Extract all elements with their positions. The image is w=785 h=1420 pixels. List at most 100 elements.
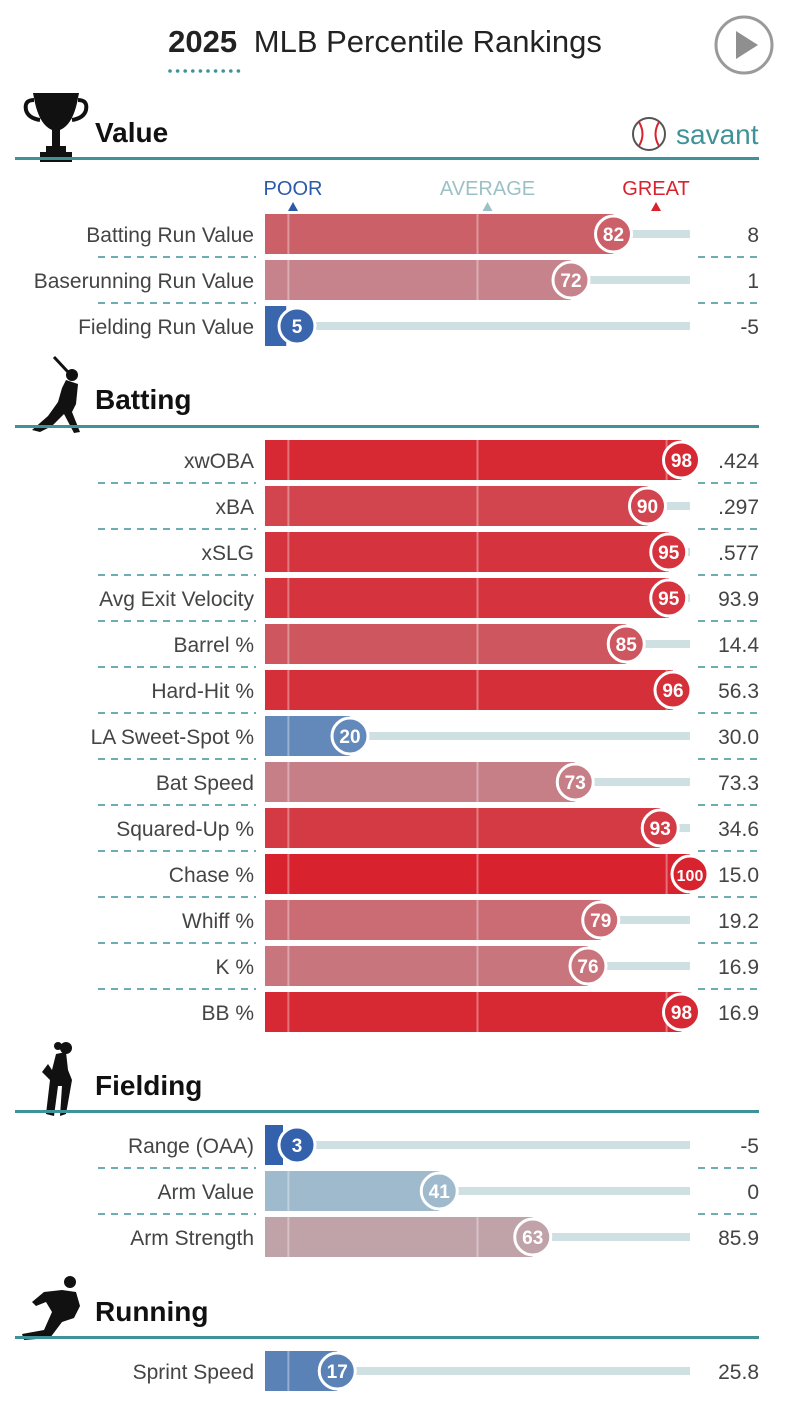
- percentile-badge: [568, 946, 608, 986]
- runner-icon: [22, 1276, 80, 1340]
- savant-label: savant: [676, 119, 759, 150]
- stat-value: .577: [718, 542, 759, 565]
- percentile-badge: [653, 670, 693, 710]
- percentile-badge: [628, 486, 667, 526]
- metric-row: Whiff % 79 19.2: [98, 896, 759, 940]
- stat-value: 19.2: [718, 910, 759, 933]
- metric-row: Squared-Up % 93 34.6: [98, 804, 759, 848]
- play-button[interactable]: [714, 15, 774, 75]
- stat-value: 0: [747, 1181, 759, 1204]
- percentile-badge: [662, 992, 701, 1032]
- percentile-value: 98: [671, 451, 692, 472]
- stat-value: 8: [747, 224, 759, 247]
- metric-label: Range (OAA): [128, 1135, 254, 1158]
- title-dot: [191, 69, 195, 73]
- percentile-value: 41: [429, 1182, 451, 1203]
- play-icon: [736, 31, 758, 59]
- metric-label: Hard-Hit %: [151, 680, 254, 703]
- metric-label: Barrel %: [173, 634, 254, 657]
- percentile-bar: [265, 578, 669, 618]
- metric-label: Avg Exit Velocity: [99, 588, 254, 611]
- percentile-bar: [265, 670, 673, 710]
- stat-value: 16.9: [718, 956, 759, 979]
- metric-row: BB % 98 16.9: [98, 988, 759, 1032]
- stat-value: 1: [747, 270, 759, 293]
- stat-value: -5: [740, 1135, 759, 1158]
- title-dot: [198, 69, 203, 73]
- stat-value: 25.8: [718, 1361, 759, 1384]
- percentile-value: 82: [603, 225, 624, 246]
- percentile-value: 100: [677, 868, 704, 885]
- percentile-badge: [594, 214, 633, 254]
- stat-value: 85.9: [718, 1227, 759, 1250]
- percentile-value: 76: [577, 957, 598, 978]
- percentile-badge: [606, 624, 646, 664]
- metric-label: Arm Value: [158, 1181, 254, 1204]
- percentile-value: 79: [590, 911, 611, 932]
- percentile-bar: [265, 854, 690, 894]
- percentile-value: 85: [616, 635, 638, 656]
- section-divider: [15, 1336, 759, 1339]
- section-title: Running: [95, 1296, 209, 1327]
- metric-row: Barrel % 85 14.4: [98, 620, 759, 664]
- section-divider: [15, 157, 759, 160]
- scale-poor-marker: [288, 202, 298, 211]
- percentile-bar: [265, 1125, 283, 1165]
- percentile-value: 95: [658, 543, 680, 564]
- metric-label: xSLG: [201, 542, 254, 565]
- fielder-icon: [42, 1042, 72, 1116]
- metric-row: Fielding Run Value 5 -5: [78, 302, 759, 346]
- percentile-value: 95: [658, 589, 680, 610]
- metric-row: Chase % 100 15.0: [98, 850, 759, 894]
- percentile-bar: [265, 624, 627, 664]
- percentile-value: 3: [292, 1136, 303, 1157]
- stat-value: 56.3: [718, 680, 759, 703]
- percentile-bar: [265, 1217, 533, 1257]
- percentile-badge: [670, 854, 710, 894]
- savant-logo[interactable]: savant: [632, 117, 759, 151]
- metric-label: Bat Speed: [156, 772, 254, 795]
- trophy-icon: [23, 93, 89, 162]
- stat-value: 16.9: [718, 1002, 759, 1025]
- percentile-value: 98: [671, 1003, 692, 1024]
- metric-label: Fielding Run Value: [78, 316, 254, 339]
- percentile-value: 72: [560, 271, 581, 292]
- section-divider: [15, 425, 759, 428]
- title-dot: [175, 69, 180, 73]
- percentile-badge: [317, 1351, 357, 1391]
- section-batting: Batting xwOBA 98 .424 xBA 90 .297 xSLG 95 .577 Avg…: [15, 355, 759, 1032]
- title-text: MLB Percentile Rankings: [254, 24, 602, 59]
- percentile-track: [265, 732, 690, 740]
- scale-legend: POOR AVERAGE GREAT: [264, 178, 690, 211]
- percentile-badge: [649, 578, 689, 618]
- scale-poor: POOR: [264, 178, 323, 200]
- percentile-bar: [265, 808, 661, 848]
- metric-label: Batting Run Value: [86, 224, 254, 247]
- percentile-badge: [640, 808, 680, 848]
- stat-value: .297: [718, 496, 759, 519]
- stat-value: 34.6: [718, 818, 759, 841]
- section-title: Batting: [95, 384, 191, 415]
- percentile-badge: [330, 716, 370, 756]
- percentile-bar: [265, 946, 588, 986]
- title-underline-dots: [168, 69, 241, 73]
- percentile-track: [265, 1367, 690, 1375]
- metric-label: BB %: [201, 1002, 254, 1025]
- title-dot: [168, 69, 172, 73]
- title-dot: [229, 69, 233, 73]
- page-title: 2025 MLB Percentile Rankings: [168, 24, 602, 59]
- title-dot: [236, 69, 241, 73]
- section-divider: [15, 1110, 759, 1113]
- baseball-icon: [632, 117, 666, 151]
- metric-row: xSLG 95 .577: [98, 528, 759, 572]
- title-year: 2025: [168, 24, 237, 59]
- metric-label: Baserunning Run Value: [34, 270, 254, 293]
- metric-label: Sprint Speed: [133, 1361, 254, 1384]
- percentile-value: 20: [339, 727, 360, 748]
- percentile-track: [265, 322, 690, 330]
- percentile-bar: [265, 1171, 440, 1211]
- metric-label: xBA: [215, 496, 254, 519]
- percentile-value: 73: [565, 773, 586, 794]
- metric-label: Whiff %: [182, 910, 254, 933]
- percentile-bar: [265, 900, 601, 940]
